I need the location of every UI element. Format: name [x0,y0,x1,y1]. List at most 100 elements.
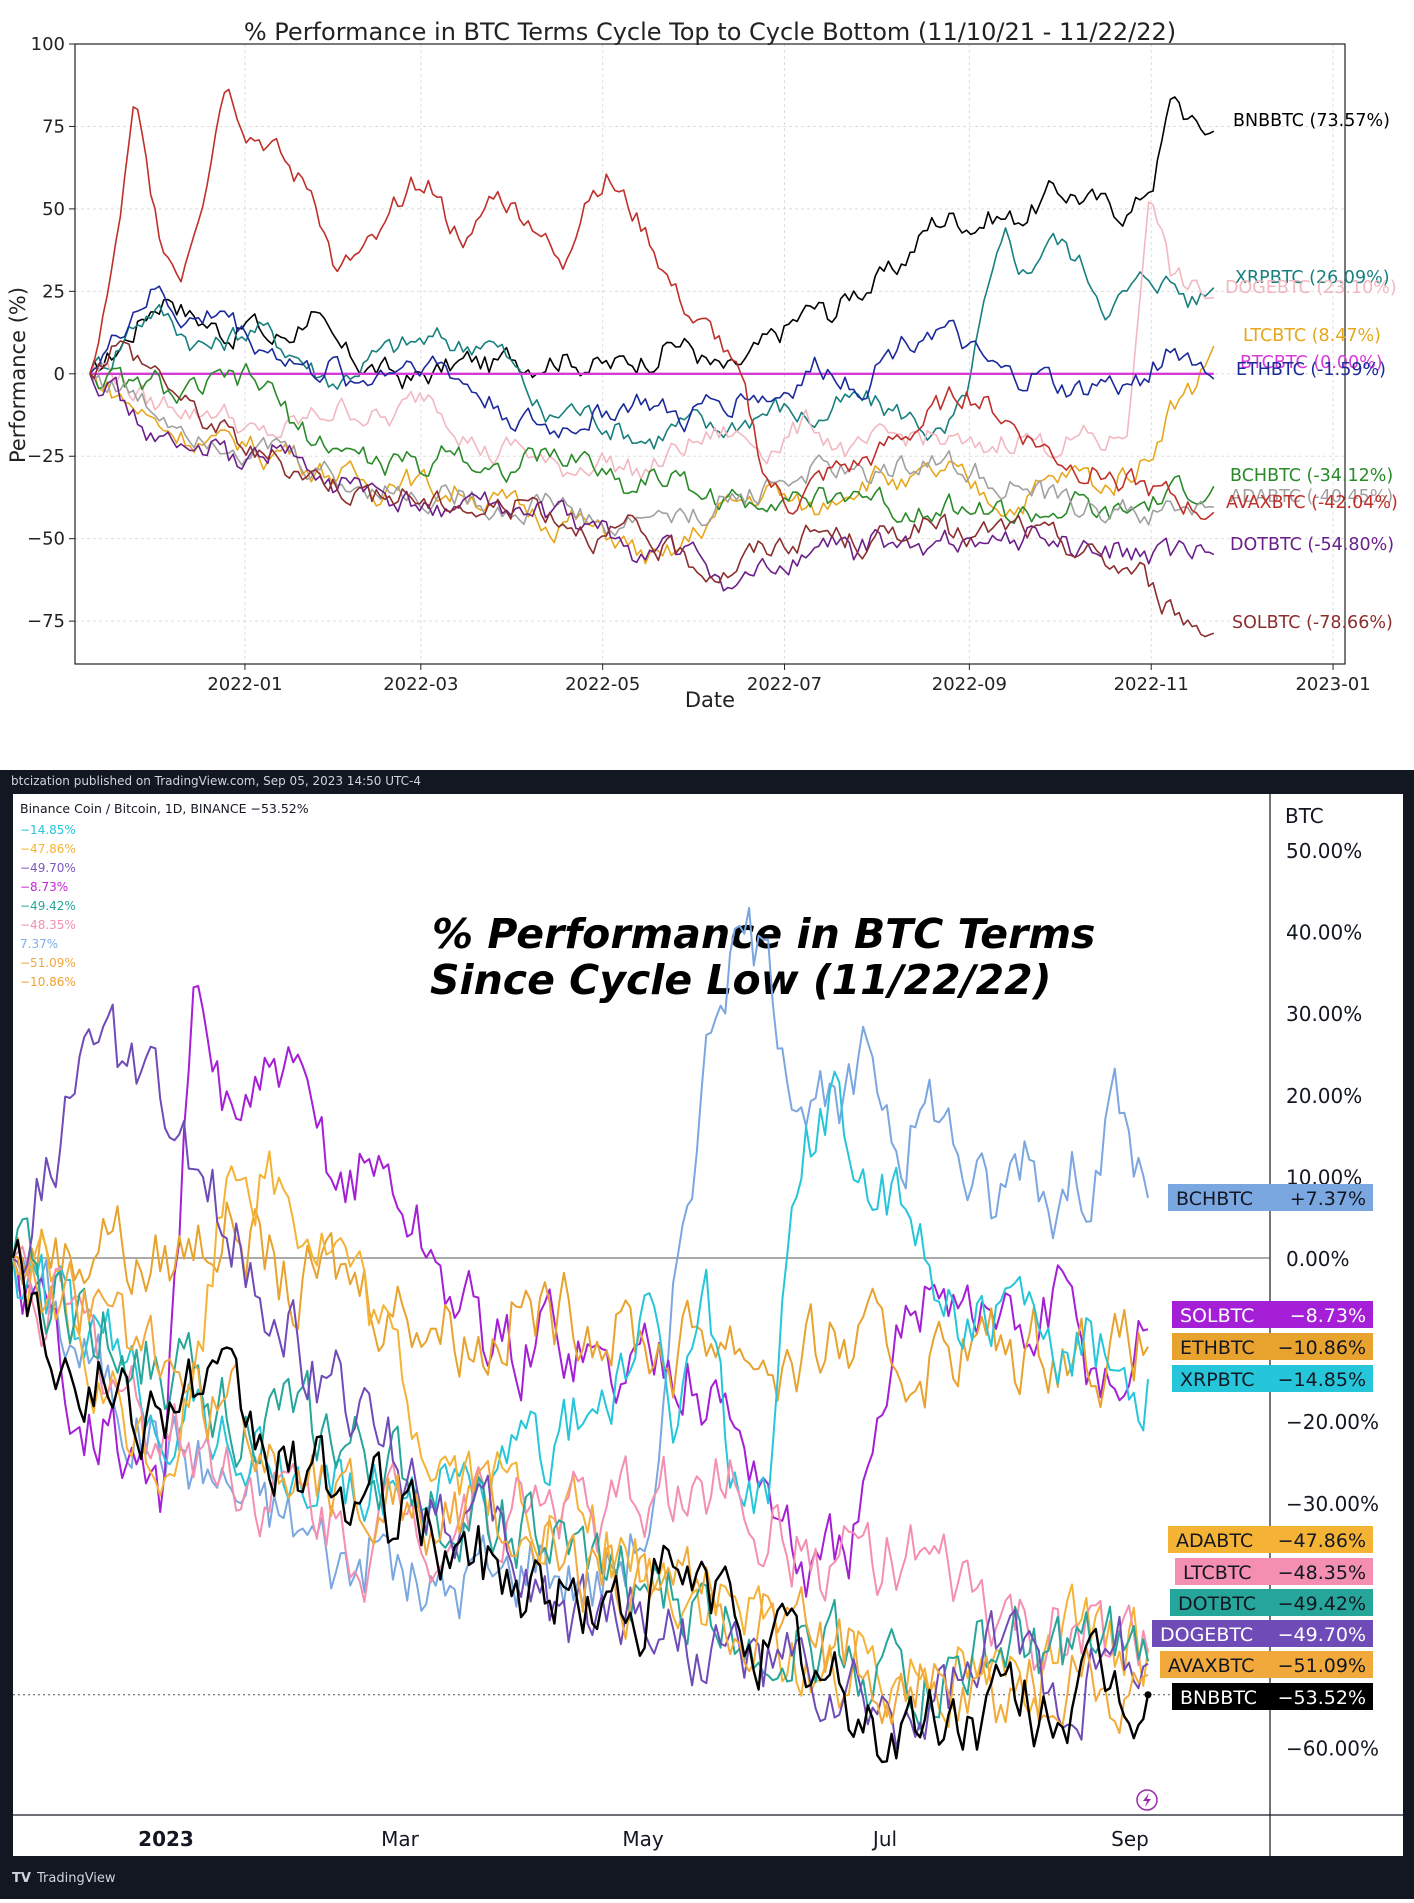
top-ytick-label: −25 [27,446,65,467]
top-xtick-label: 2022-03 [383,674,458,695]
bottom-series-avaxbtc [12,1255,1149,1735]
price-tag-name: BCHBTC [1176,1188,1253,1210]
top-chart-svg: % Performance in BTC Terms Cycle Top to … [6,18,1398,712]
price-tag-bg [1152,1620,1373,1647]
price-tag-value: −49.70% [1278,1624,1366,1646]
price-tag-bg [1175,1558,1373,1585]
top-ytick-label: 100 [31,34,65,55]
lightning-icon[interactable] [1136,1789,1158,1811]
price-tag-bchbtc[interactable]: BCHBTC +7.37% [1168,1184,1373,1211]
top-ytick-label: 50 [42,199,65,220]
top-xtick-label: 2023-01 [1295,674,1370,695]
bottom-header-text: btcization published on TradingView.com,… [11,774,421,788]
price-axis-label: −60.00% [1286,1737,1379,1761]
legend-value: −51.09% [20,956,76,970]
top-series-dogebtc [89,201,1214,480]
top-label-ltcbtc: LTCBTC (8.47%) [1243,326,1381,346]
top-label-ethbtc: ETHBTC (-1.59%) [1236,360,1386,380]
price-tag-value: −51.09% [1278,1655,1366,1677]
lightning-icon-glyph [1143,1793,1151,1807]
top-ytick-label: −75 [27,611,65,632]
bottom-series-bnbbtc [11,1238,1150,1764]
top-label-adabtc: ADABTC (-40.45%) [1230,487,1393,507]
price-tag-bg [1172,1683,1373,1710]
top-chart-title: % Performance in BTC Terms Cycle Top to … [244,18,1176,46]
price-tag-adabtc[interactable]: ADABTC −47.86% [1168,1526,1373,1553]
bottom-series-solbtc [12,985,1149,1598]
top-label-dogebtc: DOGEBTC (23.10%) [1225,278,1397,298]
legend-value: −10.86% [20,975,76,989]
top-ytick-label: 0 [54,364,65,385]
price-tag-bnbbtc[interactable]: BNBBTC −53.52% [1172,1683,1373,1710]
price-tag-xrpbtc[interactable]: XRPBTC −14.85% [1172,1365,1373,1392]
top-grid [69,43,1345,670]
tradingview-logo[interactable]: TV TradingView [12,1871,116,1886]
bottom-symbol-text: Binance Coin / Bitcoin, 1D, BINANCE −53.… [20,801,309,816]
price-tag-bg [1168,1526,1373,1553]
price-tag-bg [1172,1365,1373,1392]
top-series-solbtc [89,340,1215,638]
top-xtick-label: 2022-01 [207,674,282,695]
tradingview-brand: TradingView [36,1871,116,1886]
bottom-chart-title-line1: % Performance in BTC Terms [432,910,1095,958]
top-series-ethbtc [89,285,1215,439]
price-axis-label: −20.00% [1286,1410,1379,1434]
time-axis-label-jul: Jul [871,1827,897,1851]
top-label-xrpbtc: XRPBTC (26.09%) [1235,268,1390,288]
top-series-adabtc [89,373,1214,537]
price-tag-name: BNBBTC [1180,1687,1257,1709]
top-series-xrpbtc [89,227,1215,450]
top-label-bnbbtc: BNBBTC (73.57%) [1233,111,1390,131]
top-chart-ylabel: Performance (%) [6,287,30,463]
price-tag-name: XRPBTC [1180,1369,1254,1391]
bnb-last-point [1144,1691,1152,1699]
price-tag-value: −10.86% [1278,1337,1366,1359]
price-tag-name: DOTBTC [1178,1593,1256,1615]
bottom-plot-background [13,794,1403,1856]
top-series-dotbtc [89,373,1215,592]
price-tag-avaxbtc[interactable]: AVAXBTC −51.09% [1160,1651,1373,1678]
bottom-series-dogebtc [12,1003,1149,1750]
time-axis-label-sep: Sep [1111,1827,1149,1851]
price-tag-name: ADABTC [1176,1530,1253,1552]
legend-value: −48.35% [20,918,76,932]
top-label-btcbtc: BTCBTC (0.00%) [1240,353,1383,373]
price-tag-ethbtc[interactable]: ETHBTC −10.86% [1172,1333,1373,1360]
legend-value: −49.42% [20,899,76,913]
top-label-bchbtc: BCHBTC (-34.12%) [1230,466,1393,486]
top-series-bnbbtc [89,96,1215,390]
price-axis-label: 40.00% [1286,921,1362,945]
bottom-chart-panel: btcization published on TradingView.com,… [0,770,1414,1899]
top-ytick-label: −50 [27,529,65,550]
top-label-solbtc: SOLBTC (-78.66%) [1232,613,1393,633]
price-tag-name: SOLBTC [1180,1305,1254,1327]
top-chart-xlabel: Date [685,688,735,712]
price-axis-label: 50.00% [1286,839,1362,863]
price-tag-ltcbtc[interactable]: LTCBTC −48.35% [1175,1558,1373,1585]
price-tag-dogebtc[interactable]: DOGEBTC −49.70% [1152,1620,1373,1647]
price-tag-value: −48.35% [1278,1562,1366,1584]
top-series-avaxbtc [89,88,1215,521]
top-label-dotbtc: DOTBTC (-54.80%) [1230,535,1394,555]
price-tag-bg [1160,1651,1373,1678]
price-tag-name: DOGEBTC [1160,1624,1253,1646]
price-tag-solbtc[interactable]: SOLBTC −8.73% [1172,1301,1373,1328]
price-tag-bg [1172,1333,1373,1360]
price-tag-bg [1168,1184,1373,1211]
lightning-icon-ring [1136,1789,1158,1811]
price-tag-value: −49.42% [1278,1593,1366,1615]
bottom-chart-svg: btcization published on TradingView.com,… [11,774,1403,1886]
top-ytick-label: 75 [42,116,65,137]
price-tag-name: ETHBTC [1180,1337,1255,1359]
bottom-series-adabtc [12,1150,1149,1729]
price-tag-bg [1170,1589,1373,1616]
price-tag-value: −8.73% [1290,1305,1366,1327]
top-xtick-label: 2022-07 [747,674,822,695]
axis-unit-label: BTC [1285,804,1324,828]
top-series-bchbtc [89,363,1215,524]
price-tag-bg [1172,1301,1373,1328]
price-tag-value: −53.52% [1278,1687,1366,1709]
price-tag-dotbtc[interactable]: DOTBTC −49.42% [1170,1589,1373,1616]
price-tag-value: +7.37% [1290,1188,1366,1210]
legend-value: −47.86% [20,842,76,856]
